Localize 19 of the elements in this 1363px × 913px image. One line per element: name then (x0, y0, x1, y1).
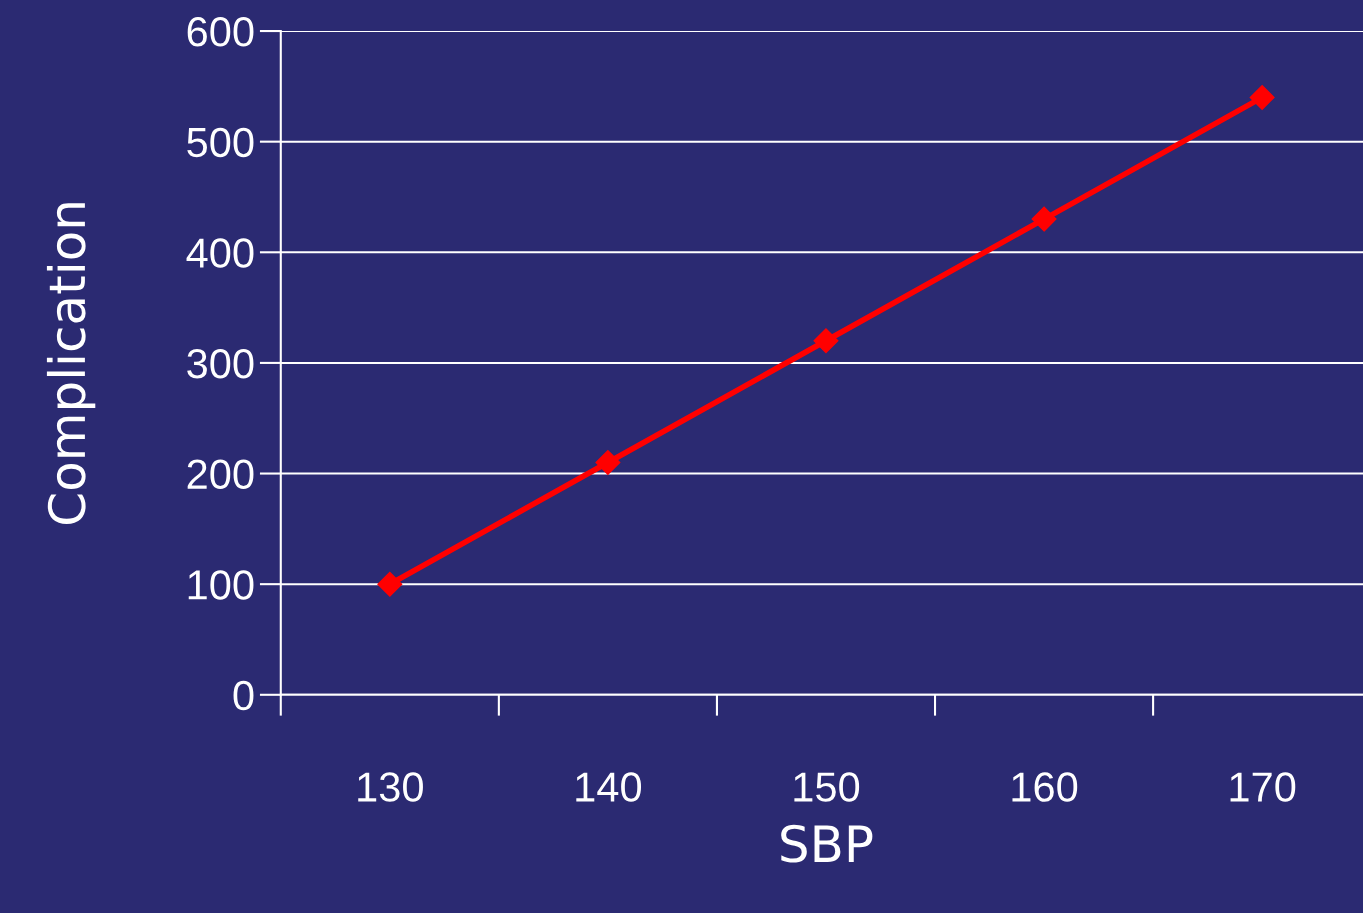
y-tick-label: 0 (233, 680, 254, 711)
y-tick-label: 100 (188, 570, 254, 600)
y-tick-label: 600 (187, 17, 254, 47)
point (1031, 206, 1057, 232)
y-axis-title: Complication (46, 203, 96, 524)
y-tick-label: 500 (187, 127, 254, 158)
x-tick-label: 160 (1012, 772, 1078, 802)
y-tick-label: 400 (186, 238, 254, 268)
x-tick-label: 130 (358, 772, 423, 802)
x-axis-title: SBP (781, 824, 873, 863)
x-tick-label: 150 (794, 772, 860, 802)
x-tick-label: 170 (1230, 772, 1296, 802)
y-tick-label: 300 (187, 348, 254, 379)
point (377, 571, 403, 597)
point (1249, 84, 1275, 110)
y-tick-label: 200 (187, 459, 254, 490)
point (595, 450, 621, 475)
point (813, 328, 839, 354)
x-tick-label: 140 (576, 772, 642, 802)
